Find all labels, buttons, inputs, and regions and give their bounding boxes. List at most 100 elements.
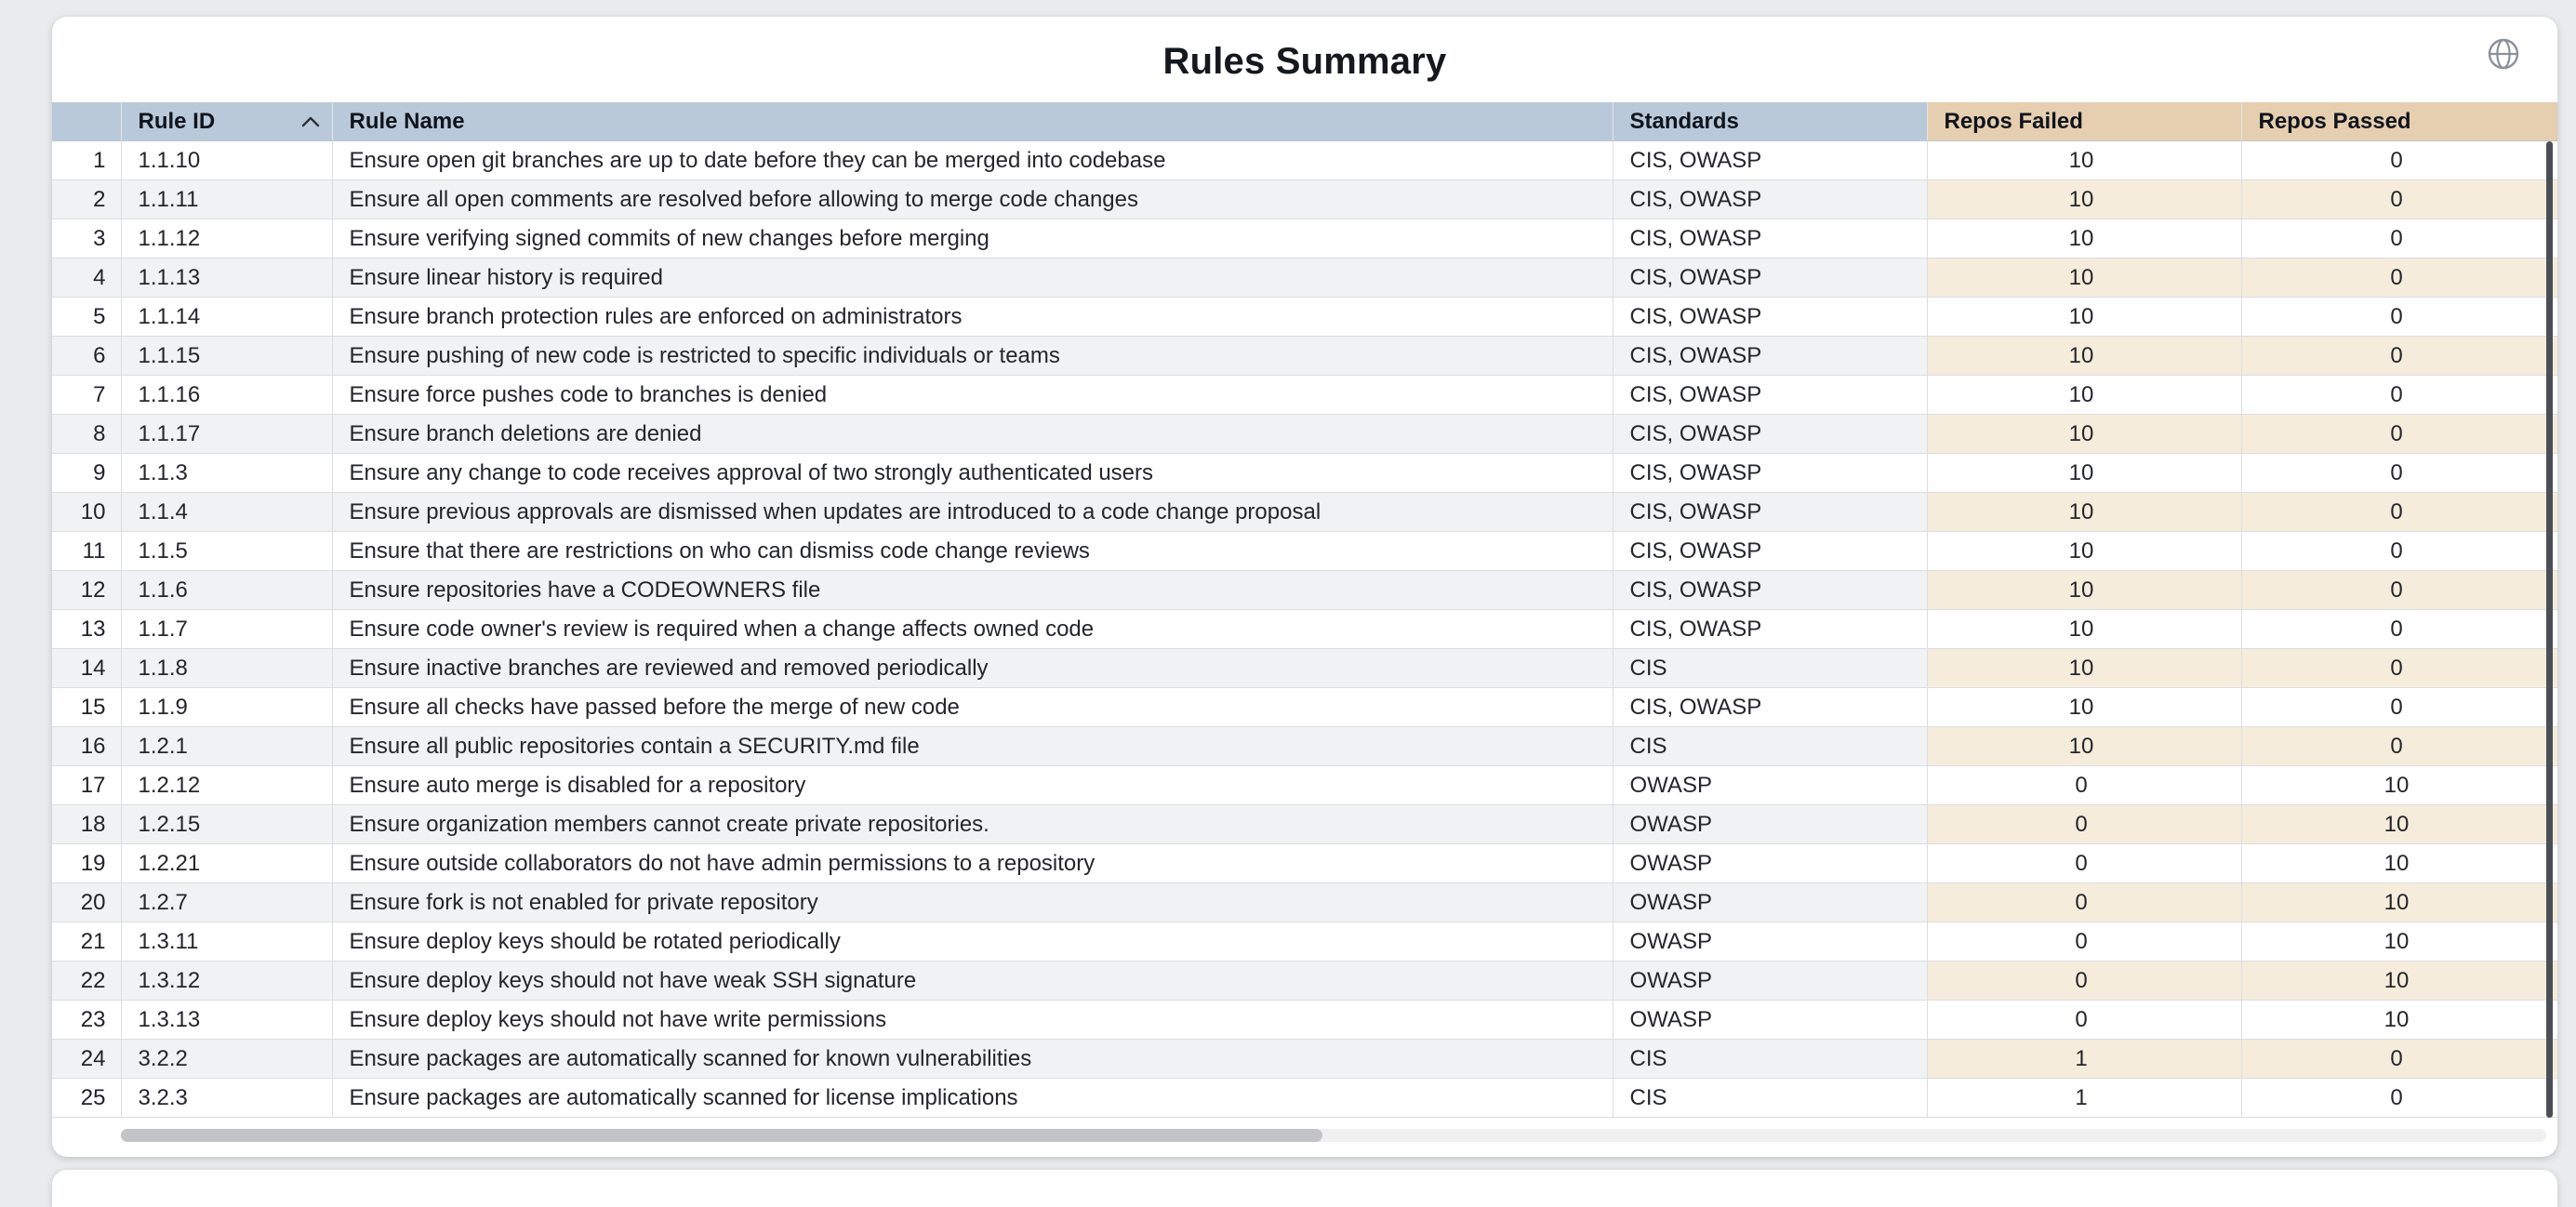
- cell-rule-id: 1.1.8: [121, 648, 333, 688]
- cell-repos-failed: 10: [1927, 492, 2242, 532]
- cell-standards: CIS, OWASP: [1613, 570, 1928, 610]
- vertical-scrollbar[interactable]: [2546, 141, 2553, 1118]
- cell-repos-failed: 10: [1927, 336, 2242, 376]
- table-row: 9 1.1.3 Ensure any change to code receives…: [52, 453, 2557, 493]
- cell-repos-failed: 1: [1927, 1039, 2242, 1079]
- cell-repos-passed: 10: [2241, 961, 2557, 1001]
- cell-rule-name: Ensure linear history is required: [332, 258, 1613, 298]
- cell-rule-id: 1.1.5: [121, 531, 333, 571]
- cell-repos-failed: 10: [1927, 140, 2242, 180]
- col-header-rule-id[interactable]: Rule ID: [121, 102, 333, 141]
- cell-repos-failed: 0: [1927, 922, 2242, 962]
- table-row: 8 1.1.17 Ensure branch deletions are denie…: [52, 414, 2557, 454]
- cell-repos-passed: 0: [2241, 453, 2557, 493]
- col-header-repos-passed[interactable]: Repos Passed: [2241, 102, 2557, 141]
- cell-rule-id: 1.1.10: [121, 140, 333, 180]
- cell-repos-passed: 0: [2241, 336, 2557, 376]
- cell-standards: CIS: [1613, 1039, 1928, 1079]
- globe-icon[interactable]: [2487, 37, 2520, 71]
- row-number: 11: [52, 531, 122, 571]
- rules-summary-card: Rules Summary Rule ID: [52, 17, 2557, 1157]
- cell-repos-passed: 10: [2241, 843, 2557, 883]
- cell-standards: CIS, OWASP: [1613, 414, 1928, 454]
- row-number: 19: [52, 843, 122, 883]
- cell-rule-id: 1.1.15: [121, 336, 333, 376]
- cell-standards: CIS, OWASP: [1613, 492, 1928, 532]
- table-row: 23 1.3.13 Ensure deploy keys should not ha…: [52, 1000, 2557, 1040]
- row-number: 18: [52, 804, 122, 844]
- cell-standards: CIS, OWASP: [1613, 297, 1928, 337]
- page-title: Rules Summary: [1162, 41, 1447, 82]
- horizontal-scrollbar-thumb[interactable]: [121, 1129, 1322, 1142]
- col-header-rule-name[interactable]: Rule Name: [332, 102, 1613, 141]
- cell-rule-id: 1.2.1: [121, 726, 333, 766]
- cell-rule-id: 1.3.12: [121, 961, 333, 1001]
- cell-repos-passed: 0: [2241, 375, 2557, 415]
- row-number: 13: [52, 609, 122, 649]
- cell-rule-id: 1.1.12: [121, 219, 333, 259]
- cell-rule-name: Ensure that there are restrictions on wh…: [332, 531, 1613, 571]
- row-number: 3: [52, 219, 122, 259]
- cell-repos-failed: 10: [1927, 687, 2242, 727]
- table-row: 15 1.1.9 Ensure all checks have passed bef…: [52, 687, 2557, 727]
- cell-rule-name: Ensure open git branches are up to date …: [332, 140, 1613, 180]
- cell-repos-passed: 0: [2241, 1078, 2557, 1118]
- table-row: 13 1.1.7 Ensure code owner's review is req…: [52, 609, 2557, 649]
- row-number: 22: [52, 961, 122, 1001]
- cell-repos-failed: 10: [1927, 414, 2242, 454]
- table-row: 2 1.1.11 Ensure all open comments are reso…: [52, 179, 2557, 219]
- cell-rule-name: Ensure code owner's review is required w…: [332, 609, 1613, 649]
- row-number: 25: [52, 1078, 122, 1118]
- cell-rule-name: Ensure packages are automatically scanne…: [332, 1039, 1613, 1079]
- cell-repos-failed: 0: [1927, 1000, 2242, 1040]
- cell-repos-passed: 0: [2241, 687, 2557, 727]
- next-card-peek: [52, 1170, 2557, 1207]
- cell-repos-passed: 0: [2241, 140, 2557, 180]
- cell-repos-failed: 10: [1927, 531, 2242, 571]
- cell-repos-passed: 0: [2241, 297, 2557, 337]
- cell-rule-id: 1.1.16: [121, 375, 333, 415]
- row-number: 10: [52, 492, 122, 532]
- cell-repos-passed: 10: [2241, 882, 2557, 922]
- cell-rule-id: 1.2.15: [121, 804, 333, 844]
- cell-standards: CIS, OWASP: [1613, 531, 1928, 571]
- cell-rule-id: 1.1.17: [121, 414, 333, 454]
- row-number: 15: [52, 687, 122, 727]
- rules-table: Rule ID Rule Name Standards Repos Failed…: [52, 102, 2557, 1118]
- row-number: 6: [52, 336, 122, 376]
- cell-standards: CIS, OWASP: [1613, 375, 1928, 415]
- table-row: 22 1.3.12 Ensure deploy keys should not ha…: [52, 961, 2557, 1001]
- table-row: 1 1.1.10 Ensure open git branches are up t…: [52, 140, 2557, 180]
- cell-rule-id: 1.1.6: [121, 570, 333, 610]
- cell-rule-name: Ensure all open comments are resolved be…: [332, 179, 1613, 219]
- table-row: 4 1.1.13 Ensure linear history is required…: [52, 258, 2557, 298]
- cell-repos-failed: 0: [1927, 882, 2242, 922]
- cell-rule-name: Ensure packages are automatically scanne…: [332, 1078, 1613, 1118]
- cell-rule-id: 1.1.7: [121, 609, 333, 649]
- cell-rule-name: Ensure any change to code receives appro…: [332, 453, 1613, 493]
- cell-standards: CIS, OWASP: [1613, 219, 1928, 259]
- cell-repos-passed: 10: [2241, 804, 2557, 844]
- col-header-standards[interactable]: Standards: [1613, 102, 1928, 141]
- cell-standards: OWASP: [1613, 843, 1928, 883]
- table-header-row: Rule ID Rule Name Standards Repos Failed…: [52, 102, 2557, 141]
- cell-rule-id: 3.2.2: [121, 1039, 333, 1079]
- table-row: 19 1.2.21 Ensure outside collaborators do …: [52, 843, 2557, 883]
- col-header-repos-failed[interactable]: Repos Failed: [1927, 102, 2242, 141]
- row-number: 20: [52, 882, 122, 922]
- cell-repos-failed: 10: [1927, 219, 2242, 259]
- table-row: 20 1.2.7 Ensure fork is not enabled for pr…: [52, 882, 2557, 922]
- horizontal-scrollbar-track[interactable]: [121, 1129, 2546, 1142]
- cell-repos-failed: 0: [1927, 765, 2242, 805]
- table-row: 12 1.1.6 Ensure repositories have a CODEOW…: [52, 570, 2557, 610]
- row-number: 24: [52, 1039, 122, 1079]
- cell-rule-name: Ensure verifying signed commits of new c…: [332, 219, 1613, 259]
- cell-repos-failed: 10: [1927, 609, 2242, 649]
- cell-repos-failed: 10: [1927, 726, 2242, 766]
- cell-rule-name: Ensure repositories have a CODEOWNERS fi…: [332, 570, 1613, 610]
- cell-standards: CIS, OWASP: [1613, 687, 1928, 727]
- col-header-row-number: [52, 102, 122, 141]
- row-number: 7: [52, 375, 122, 415]
- cell-standards: OWASP: [1613, 765, 1928, 805]
- cell-repos-failed: 10: [1927, 297, 2242, 337]
